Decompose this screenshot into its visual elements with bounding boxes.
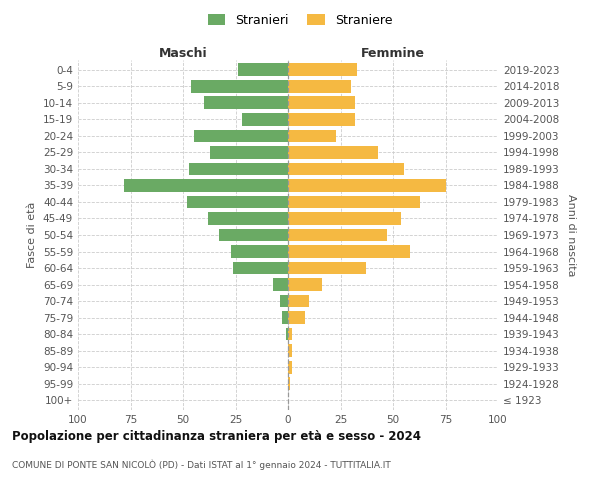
Y-axis label: Fasce di età: Fasce di età <box>28 202 37 268</box>
Bar <box>124 179 288 192</box>
Bar <box>288 113 355 126</box>
Bar <box>208 212 288 225</box>
Bar <box>288 80 351 93</box>
Bar <box>191 80 288 93</box>
Bar <box>282 311 288 324</box>
Bar <box>232 245 288 258</box>
Bar <box>242 113 288 126</box>
Bar <box>288 228 387 241</box>
Bar <box>193 130 288 142</box>
Bar <box>233 262 288 274</box>
Bar <box>288 262 366 274</box>
Bar <box>288 344 292 357</box>
Bar <box>288 64 358 76</box>
Bar <box>218 228 288 241</box>
Bar <box>274 278 288 291</box>
Legend: Stranieri, Straniere: Stranieri, Straniere <box>203 8 397 32</box>
Bar <box>288 294 309 308</box>
Bar <box>288 130 337 142</box>
Text: Popolazione per cittadinanza straniera per età e sesso - 2024: Popolazione per cittadinanza straniera p… <box>12 430 421 443</box>
Bar <box>187 196 288 208</box>
Bar <box>288 360 292 374</box>
Bar <box>288 311 305 324</box>
Y-axis label: Anni di nascita: Anni di nascita <box>566 194 576 276</box>
Text: Femmine: Femmine <box>361 46 425 60</box>
Bar <box>286 328 288 340</box>
Bar <box>288 162 404 175</box>
Text: Maschi: Maschi <box>158 46 208 60</box>
Bar <box>288 328 292 340</box>
Bar <box>288 278 322 291</box>
Bar <box>288 146 379 159</box>
Bar <box>210 146 288 159</box>
Bar <box>288 96 355 110</box>
Bar <box>189 162 288 175</box>
Bar <box>280 294 288 308</box>
Bar <box>288 245 410 258</box>
Bar <box>288 212 401 225</box>
Bar <box>204 96 288 110</box>
Bar <box>238 64 288 76</box>
Text: COMUNE DI PONTE SAN NICOLÒ (PD) - Dati ISTAT al 1° gennaio 2024 - TUTTITALIA.IT: COMUNE DI PONTE SAN NICOLÒ (PD) - Dati I… <box>12 460 391 470</box>
Bar <box>288 377 290 390</box>
Bar <box>288 196 421 208</box>
Bar <box>288 179 445 192</box>
